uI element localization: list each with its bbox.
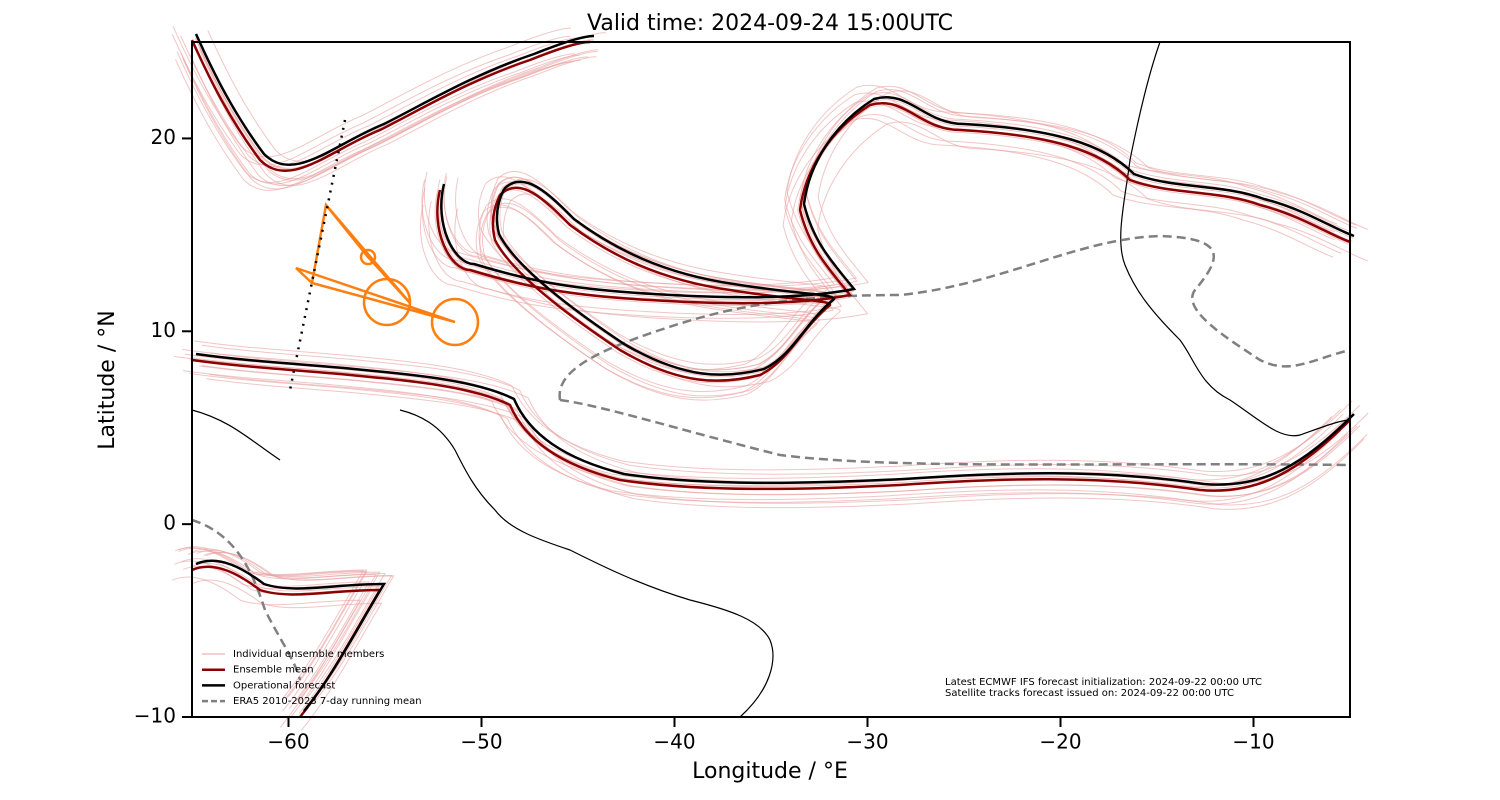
coastline [1120, 41, 1351, 437]
ensemble-member [454, 121, 1368, 323]
y-tick-label: −10 [134, 704, 176, 728]
ensemble-member [210, 352, 1369, 485]
ensemble-member [201, 344, 1361, 477]
ensemble-member [199, 365, 1358, 497]
ensemble-member [439, 102, 1353, 304]
operational-contours [194, 33, 1355, 712]
y-tick-label: 10 [151, 318, 176, 342]
ensemble-member [194, 340, 1353, 473]
ensemble-member [191, 548, 381, 700]
x-tick-label: −10 [1232, 730, 1274, 754]
x-tick-label: −40 [653, 730, 695, 754]
legend-label: ERA5 2010-2023 7-day running mean [233, 696, 422, 707]
gray-dashed-contour [191, 234, 1351, 681]
ensemble-member [421, 100, 1335, 302]
ensemble-member [172, 25, 571, 158]
x-axis-label: Longitude / °E [692, 759, 848, 784]
ensemble-member [197, 54, 597, 186]
x-tick-label: −30 [846, 730, 888, 754]
ensemble-member [201, 365, 1361, 497]
y-axis-label: Latitude / °N [95, 310, 120, 449]
ensemble-member [428, 114, 1342, 316]
chart-title: Valid time: 2024-09-24 15:00UTC [587, 11, 953, 36]
ensemble-member [172, 576, 362, 728]
ensemble-member [180, 53, 580, 185]
x-tick-label: −60 [267, 730, 309, 754]
operational-contour [195, 559, 387, 712]
operational-contour [440, 96, 1355, 299]
ensemble-member [178, 547, 368, 699]
x-tick-label: −20 [1039, 730, 1081, 754]
ensemble-member [490, 171, 829, 365]
ensemble-member [478, 198, 817, 393]
ensemble-member [190, 562, 381, 714]
ensemble-member [496, 183, 835, 378]
ensemble-member [455, 90, 1369, 292]
ensemble-member [209, 373, 1368, 506]
ensemble-member [203, 551, 393, 703]
operational-contour [194, 33, 595, 166]
coastline [399, 409, 774, 718]
ensemble-member [189, 357, 1349, 489]
legend-label: Operational forecast [233, 680, 335, 691]
ensemble-member [176, 51, 576, 183]
legend-label: Ensemble mean [233, 665, 314, 676]
dotted-track [288, 119, 347, 391]
plot-frame [191, 41, 1351, 718]
x-tick-label: −50 [460, 730, 502, 754]
ensemble-member [423, 84, 1338, 286]
ensemble-member [434, 103, 1348, 305]
ensemble-member [205, 552, 395, 704]
ensemble-member [482, 202, 821, 397]
ensemble-member [419, 117, 1334, 319]
ensemble-member [443, 85, 1357, 287]
ensemble-member [199, 47, 599, 180]
y-tick-label: 0 [163, 511, 176, 535]
operational-contour [495, 180, 836, 376]
ensemble-member [198, 49, 598, 181]
operational-contour [195, 352, 1355, 486]
satellite-tracks [295, 202, 480, 347]
annotation: Satellite tracks forecast issued on: 202… [945, 688, 1234, 699]
y-tick-label: 20 [151, 125, 176, 149]
ensemble-member [182, 348, 1341, 481]
ensemble-members [171, 25, 1369, 731]
ensemble-member [171, 34, 571, 166]
ensemble-member [189, 54, 589, 187]
annotation: Latest ECMWF IFS forecast initialization… [945, 677, 1262, 688]
ensemble-member [180, 35, 579, 167]
legend: Individual ensemble members Ensemble mean… [202, 649, 422, 707]
ensemble-member [206, 378, 1365, 510]
coastlines [191, 41, 1351, 718]
ensemble-member [436, 92, 1351, 294]
legend-label: Individual ensemble members [233, 649, 384, 660]
ensemble-member [193, 579, 383, 731]
coastline [191, 409, 281, 461]
ensemble-member [175, 547, 365, 699]
